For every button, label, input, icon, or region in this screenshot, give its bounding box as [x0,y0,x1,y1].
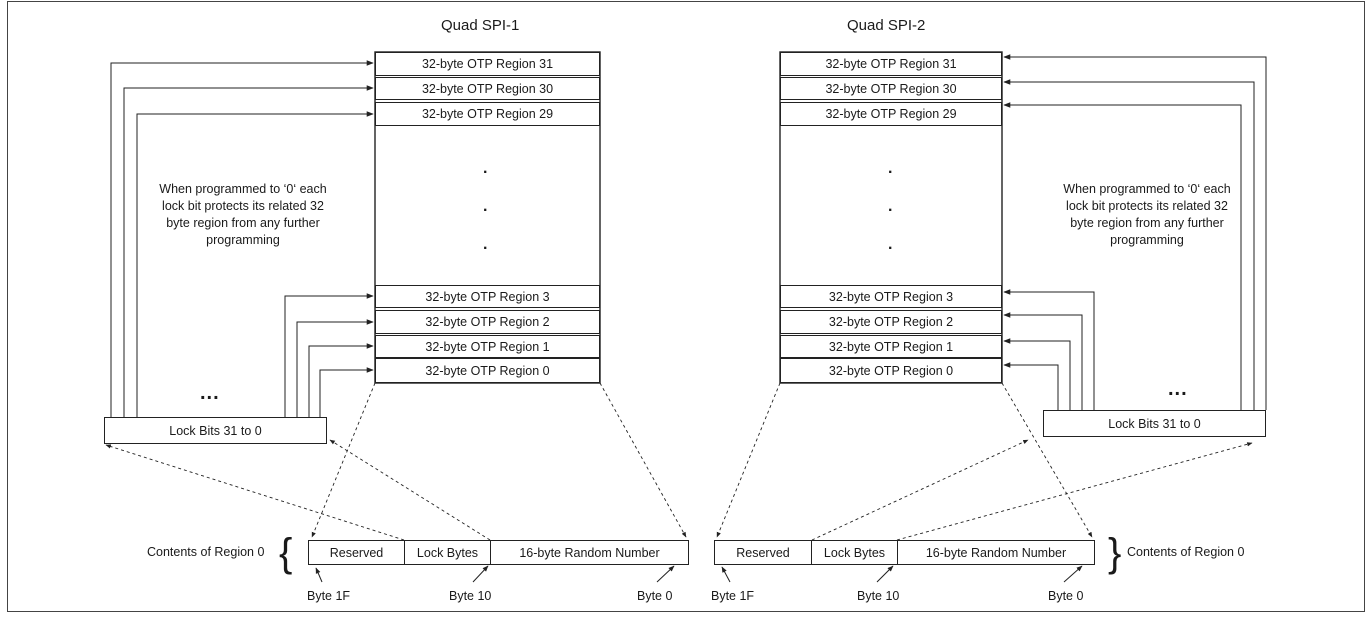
right-vertical-dot: . [888,236,893,253]
right-byte-arrows [721,565,1083,583]
right-brace: } [1108,531,1122,575]
left-vertical-dot: . [483,160,488,177]
right-vertical-dot: . [888,160,893,177]
left-random-number-cell: 16-byte Random Number [490,540,689,565]
right-region-3: 32-byte OTP Region 3 [780,285,1002,308]
right-vertical-dot: . [888,198,893,215]
left-region-0: 32-byte OTP Region 0 [375,358,600,383]
left-region-31: 32-byte OTP Region 31 [375,52,600,76]
right-contents-label: Contents of Region 0 [1127,545,1245,559]
left-dashed-lines [105,382,687,541]
left-region-29: 32-byte OTP Region 29 [375,102,600,126]
left-byte-1f: Byte 1F [307,589,351,603]
left-contents-label: Contents of Region 0 [147,545,265,559]
left-byte-arrows [315,565,675,583]
left-vertical-dot: . [483,236,488,253]
figure-frame [7,1,1365,612]
right-lock-bits-box: Lock Bits 31 to 0 [1043,410,1266,437]
left-region-1: 32-byte OTP Region 1 [375,335,600,358]
left-note: When programmed to ‘0‘ each lock bit pro… [159,182,327,247]
right-reserved-cell: Reserved [714,540,812,565]
left-brace: { [279,531,293,575]
right-ellipsis: ... [1168,378,1188,400]
right-region-29: 32-byte OTP Region 29 [780,102,1002,126]
right-lock-arrows [1003,54,1267,410]
left-ellipsis: ... [200,382,220,404]
left-reserved-cell: Reserved [308,540,405,565]
right-region-31: 32-byte OTP Region 31 [780,52,1002,76]
right-random-number-cell: 16-byte Random Number [897,540,1095,565]
left-lock-arrows [110,60,374,417]
right-region-30: 32-byte OTP Region 30 [780,77,1002,100]
right-note: When programmed to ‘0‘ each lock bit pro… [1063,182,1231,247]
right-byte-1f: Byte 1F [711,589,755,603]
right-byte-0: Byte 0 [1048,589,1084,603]
right-byte-10: Byte 10 [857,589,900,603]
left-vertical-dot: . [483,198,488,215]
left-region-30: 32-byte OTP Region 30 [375,77,600,100]
right-dashed-lines [716,382,1253,541]
right-lock-bytes-cell: Lock Bytes [811,540,898,565]
left-lock-bits-box: Lock Bits 31 to 0 [104,417,327,444]
right-region-0: 32-byte OTP Region 0 [780,358,1002,383]
left-lock-bytes-cell: Lock Bytes [404,540,491,565]
left-byte-0: Byte 0 [637,589,673,603]
right-region-2: 32-byte OTP Region 2 [780,310,1002,334]
left-byte-10: Byte 10 [449,589,492,603]
left-region-3: 32-byte OTP Region 3 [375,285,600,308]
left-title: Quad SPI-1 [441,17,520,34]
left-region-2: 32-byte OTP Region 2 [375,310,600,334]
right-region-1: 32-byte OTP Region 1 [780,335,1002,358]
right-title: Quad SPI-2 [847,17,926,34]
